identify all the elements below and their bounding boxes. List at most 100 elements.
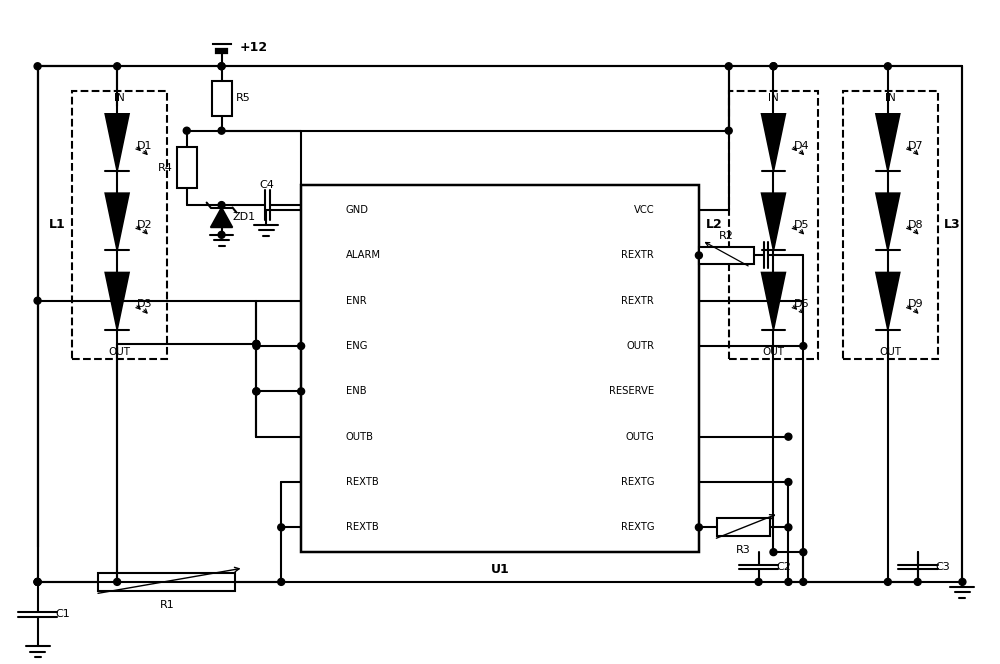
- Text: D3: D3: [137, 299, 153, 309]
- Circle shape: [34, 578, 41, 586]
- Circle shape: [785, 524, 792, 531]
- Text: D5: D5: [794, 220, 809, 230]
- Circle shape: [884, 578, 891, 586]
- Polygon shape: [762, 272, 785, 329]
- Text: ENG: ENG: [346, 341, 367, 351]
- Circle shape: [785, 479, 792, 485]
- Text: D8: D8: [908, 220, 923, 230]
- Circle shape: [725, 63, 732, 70]
- Text: U1: U1: [491, 564, 509, 576]
- Text: IN: IN: [885, 93, 896, 103]
- Text: D1: D1: [137, 141, 153, 151]
- Text: R4: R4: [157, 163, 172, 173]
- Circle shape: [218, 127, 225, 134]
- Text: D4: D4: [794, 141, 809, 151]
- Text: ENR: ENR: [346, 295, 366, 305]
- Text: VCC: VCC: [634, 205, 654, 215]
- Circle shape: [278, 524, 285, 531]
- Circle shape: [253, 343, 260, 349]
- Text: D2: D2: [137, 220, 153, 230]
- Text: D6: D6: [794, 299, 809, 309]
- Text: RESERVE: RESERVE: [609, 386, 654, 396]
- Circle shape: [34, 578, 41, 586]
- Text: REXTG: REXTG: [621, 477, 654, 487]
- Text: IN: IN: [114, 93, 125, 103]
- Text: REXTB: REXTB: [346, 523, 379, 533]
- Circle shape: [959, 578, 966, 586]
- Text: C3: C3: [935, 562, 950, 572]
- Bar: [717, 519, 770, 537]
- Circle shape: [218, 231, 225, 238]
- Bar: [301, 185, 699, 552]
- Circle shape: [34, 578, 41, 586]
- Circle shape: [183, 127, 190, 134]
- Text: R5: R5: [236, 94, 251, 104]
- Polygon shape: [211, 208, 232, 227]
- Circle shape: [914, 578, 921, 586]
- Text: D9: D9: [908, 299, 923, 309]
- Text: OUTB: OUTB: [346, 432, 374, 442]
- Circle shape: [298, 343, 305, 349]
- Text: C4: C4: [260, 180, 275, 191]
- Text: REXTR: REXTR: [621, 295, 654, 305]
- Polygon shape: [105, 114, 129, 171]
- Text: ENB: ENB: [346, 386, 366, 396]
- Circle shape: [253, 341, 260, 347]
- Bar: [177, 147, 197, 189]
- Circle shape: [34, 297, 41, 304]
- Text: OUT: OUT: [109, 347, 131, 357]
- Circle shape: [785, 433, 792, 440]
- Polygon shape: [876, 272, 900, 329]
- Text: D7: D7: [908, 141, 923, 151]
- Polygon shape: [762, 193, 785, 250]
- Text: C1: C1: [55, 609, 70, 619]
- Circle shape: [298, 388, 305, 395]
- Text: L2: L2: [705, 218, 722, 231]
- Circle shape: [770, 63, 777, 70]
- Text: R1: R1: [159, 600, 174, 610]
- Bar: [98, 573, 235, 591]
- Circle shape: [800, 548, 807, 556]
- Text: OUTR: OUTR: [626, 341, 654, 351]
- Text: REXTB: REXTB: [346, 477, 379, 487]
- Text: OUT: OUT: [879, 347, 901, 357]
- Text: C2: C2: [776, 562, 791, 572]
- Circle shape: [785, 578, 792, 586]
- Circle shape: [114, 578, 121, 586]
- Circle shape: [770, 63, 777, 70]
- Circle shape: [884, 63, 891, 70]
- Text: ZD1: ZD1: [233, 212, 256, 222]
- Circle shape: [695, 524, 702, 531]
- Bar: [729, 91, 818, 359]
- Circle shape: [253, 388, 260, 395]
- Circle shape: [800, 578, 807, 586]
- Polygon shape: [762, 114, 785, 171]
- Text: L3: L3: [944, 218, 961, 231]
- Text: L1: L1: [49, 218, 66, 231]
- Text: ALARM: ALARM: [346, 250, 381, 260]
- Circle shape: [278, 578, 285, 586]
- Bar: [212, 81, 232, 116]
- Bar: [699, 247, 754, 264]
- Circle shape: [725, 127, 732, 134]
- Circle shape: [800, 343, 807, 349]
- Circle shape: [218, 63, 225, 70]
- Polygon shape: [876, 193, 900, 250]
- Circle shape: [253, 341, 260, 347]
- Circle shape: [755, 578, 762, 586]
- Text: GND: GND: [346, 205, 369, 215]
- Text: REXTR: REXTR: [621, 250, 654, 260]
- Text: +12: +12: [239, 41, 268, 54]
- Bar: [72, 91, 167, 359]
- Text: REXTG: REXTG: [621, 523, 654, 533]
- Circle shape: [253, 388, 260, 395]
- Polygon shape: [105, 272, 129, 329]
- Circle shape: [770, 548, 777, 556]
- Text: IN: IN: [768, 93, 779, 103]
- Text: OUT: OUT: [762, 347, 784, 357]
- Circle shape: [34, 63, 41, 70]
- Circle shape: [695, 252, 702, 259]
- Circle shape: [218, 202, 225, 208]
- Polygon shape: [105, 193, 129, 250]
- Text: OUTG: OUTG: [625, 432, 654, 442]
